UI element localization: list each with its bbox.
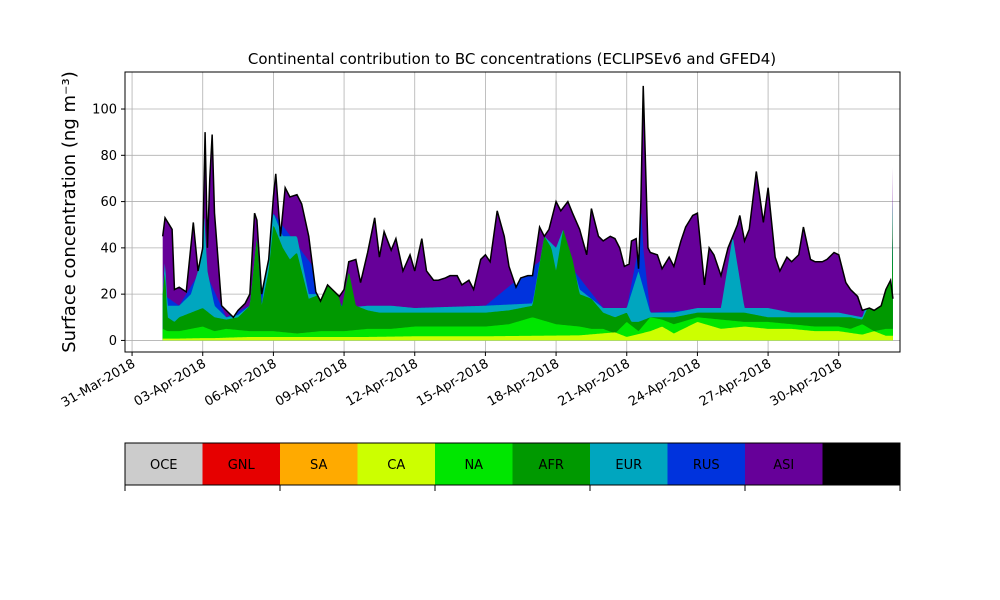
total-line: [161, 85, 894, 319]
legend-swatch-asi: [745, 443, 823, 485]
legend-label: AFR: [539, 458, 564, 473]
x-tick-label: 03-Apr-2018: [132, 356, 209, 409]
area-asi: [162, 98, 893, 341]
area-afr: [162, 201, 893, 341]
x-tick-label: 06-Apr-2018: [202, 356, 279, 409]
y-tick-label: 100: [92, 103, 117, 118]
x-tick-label: 31-Mar-2018: [59, 356, 138, 410]
chart-title: Continental contribution to BC concentra…: [248, 50, 776, 68]
y-tick-label: 0: [109, 334, 117, 349]
legend-label: ASI: [773, 458, 794, 473]
x-tick-label: 30-Apr-2018: [768, 356, 845, 409]
x-tick-label: 12-Apr-2018: [344, 356, 421, 409]
y-axis-label: Surface concentration (ng m⁻³): [59, 71, 80, 353]
x-tick-label: 09-Apr-2018: [273, 356, 350, 409]
legend-swatch-na: [435, 443, 513, 485]
y-tick-label: 20: [100, 288, 117, 303]
legend-label: CA: [387, 458, 405, 473]
legend-label: AUS: [848, 458, 875, 473]
y-tick-label: 40: [100, 241, 117, 256]
plot-frame: [124, 71, 901, 353]
x-tick-label: 27-Apr-2018: [697, 356, 774, 409]
legend-label: NA: [464, 458, 483, 473]
x-tick-label: 24-Apr-2018: [626, 356, 703, 409]
legend-label: RUS: [693, 458, 720, 473]
legend-swatch-eur: [590, 443, 668, 485]
legend-label: OCE: [150, 458, 178, 473]
legend-frame: [124, 442, 901, 486]
legend-swatch-sa: [280, 443, 358, 485]
legend-swatch-rus: [667, 443, 745, 485]
legend-label: SA: [310, 458, 327, 473]
y-tick-label: 60: [100, 195, 117, 210]
x-tick-label: 15-Apr-2018: [414, 356, 491, 409]
legend-swatch-afr: [512, 443, 590, 485]
legend-swatch-ca: [357, 443, 435, 485]
legend-swatch-aus: [822, 443, 900, 485]
x-tick-label: 21-Apr-2018: [556, 356, 633, 409]
x-tick-label: 18-Apr-2018: [485, 356, 562, 409]
legend-swatch-gnl: [202, 443, 280, 485]
legend-swatch-oce: [125, 443, 203, 485]
plot-area: 0 20 40 60 80 100 31-Mar-201803-Apr-201806-Apr…: [59, 71, 901, 411]
area-ca: [162, 322, 893, 341]
y-tick-label: 80: [100, 149, 117, 164]
legend: OCE GNL SA CA NA AFR EUR RUS ASI AUS: [124, 442, 901, 491]
legend-label: GNL: [228, 458, 256, 473]
legend-label: EUR: [615, 458, 642, 473]
